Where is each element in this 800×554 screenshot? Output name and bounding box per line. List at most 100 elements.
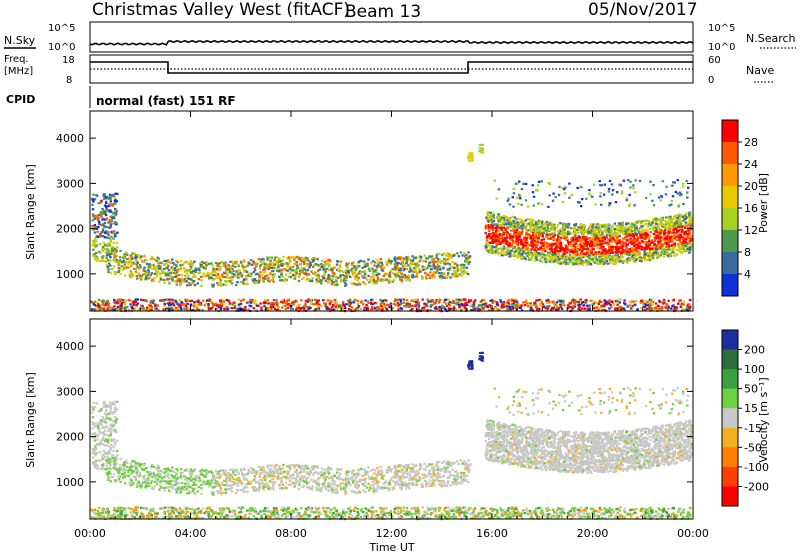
power-cell	[282, 301, 285, 304]
power-cell	[410, 299, 413, 303]
power-cell	[165, 262, 168, 265]
power-cell	[542, 244, 545, 247]
power-cell	[170, 266, 173, 269]
power-cell	[129, 299, 133, 302]
power-cell	[613, 222, 617, 225]
power-cell	[467, 301, 470, 304]
power-cell	[257, 304, 260, 307]
power-cell	[612, 238, 615, 241]
power-cell	[149, 274, 152, 277]
power-cell	[177, 268, 181, 271]
power-cell	[322, 299, 325, 302]
power-cell	[284, 273, 288, 276]
power-cell	[216, 304, 219, 307]
power-cell	[195, 304, 199, 307]
power-cell	[316, 280, 320, 283]
power-cell	[385, 263, 388, 266]
power-cell	[621, 261, 625, 264]
power-cell	[376, 262, 380, 265]
power-cell	[597, 307, 600, 310]
power-cell	[352, 261, 355, 264]
power-cell	[616, 303, 619, 306]
power-cell	[491, 309, 495, 312]
power-cell	[287, 298, 291, 301]
power-cell	[575, 245, 578, 248]
power-cell	[670, 231, 673, 234]
power-cell	[172, 261, 175, 264]
power-cell	[356, 283, 359, 286]
power-cell	[557, 308, 560, 311]
power-cell	[150, 272, 154, 275]
power-cell	[266, 299, 270, 302]
power-cell	[455, 298, 458, 301]
power-cell	[508, 217, 511, 220]
power-cell	[99, 260, 102, 263]
power-cell	[189, 303, 193, 306]
power-cell	[620, 230, 623, 233]
power-cell	[372, 260, 375, 263]
power-cell	[145, 308, 148, 311]
power-cell	[112, 212, 115, 215]
power-cell	[638, 220, 641, 223]
power-cell	[512, 227, 515, 230]
power-cell	[260, 271, 263, 274]
power-cell	[570, 244, 573, 247]
power-cell	[559, 236, 563, 239]
power-cell	[146, 262, 149, 265]
power-cell	[339, 275, 342, 278]
power-cell	[92, 193, 95, 196]
power-cell	[641, 258, 644, 261]
power-cell	[261, 279, 265, 282]
power-cell	[227, 268, 230, 271]
power-cell	[157, 258, 160, 262]
power-cell	[447, 272, 450, 275]
power-cell	[178, 274, 181, 277]
power-cell	[154, 267, 157, 270]
power-cell	[313, 272, 316, 275]
power-cell	[101, 303, 104, 306]
power-cell	[112, 259, 115, 262]
power-cell	[169, 262, 172, 265]
power-cell	[510, 222, 513, 225]
power-cell	[683, 233, 686, 236]
power-cell	[176, 280, 179, 283]
power-cell	[103, 224, 106, 227]
power-cell	[262, 280, 265, 283]
power-cell	[685, 212, 688, 215]
power-cell	[159, 299, 162, 302]
power-cell	[677, 245, 681, 248]
power-cell	[117, 267, 120, 270]
power-cell	[643, 237, 646, 240]
power-cell	[428, 274, 431, 277]
power-cell	[288, 268, 291, 271]
power-cell	[329, 276, 332, 279]
power-cell	[642, 251, 646, 254]
power-cell	[667, 299, 670, 302]
power-cell	[171, 258, 174, 261]
power-cell	[451, 307, 455, 310]
power-cell	[363, 269, 367, 272]
power-cell	[545, 254, 549, 257]
power-cell	[115, 258, 119, 262]
power-cell	[195, 300, 198, 303]
power-cell	[366, 300, 370, 303]
power-cell	[106, 232, 110, 235]
power-cell	[446, 252, 449, 255]
power-cell	[562, 299, 565, 302]
power-cell	[465, 254, 468, 257]
power-cell	[463, 303, 466, 306]
power-cell	[596, 246, 599, 249]
power-cell	[396, 274, 400, 277]
power-cell	[636, 250, 639, 253]
power-cell	[153, 303, 156, 306]
power-cell	[683, 217, 686, 220]
power-cell	[163, 263, 166, 266]
power-cell	[175, 271, 179, 274]
power-cell	[432, 265, 436, 268]
power-cell	[558, 246, 561, 249]
power-cell	[536, 220, 539, 223]
power-cell	[410, 261, 413, 264]
power-cell	[558, 258, 561, 261]
power-cell	[352, 273, 355, 276]
power-cell	[678, 247, 681, 250]
